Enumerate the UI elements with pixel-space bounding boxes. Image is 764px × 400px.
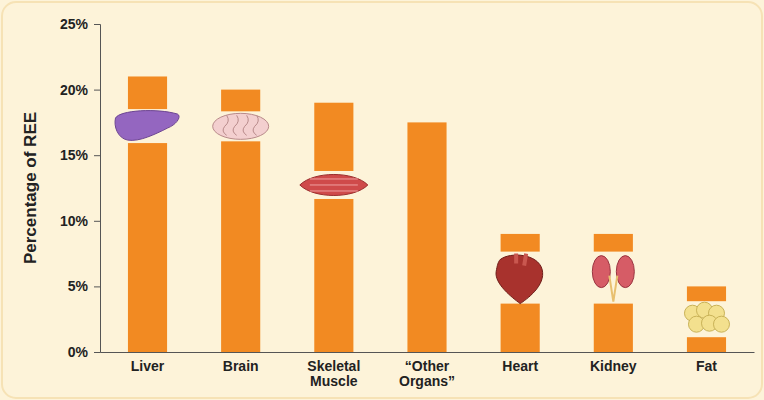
icon-fat: [684, 301, 729, 337]
icon-detail: [233, 115, 238, 135]
icon-shape: [592, 256, 610, 288]
icon-shape: [115, 111, 179, 141]
y-tick-label: 25%: [60, 16, 89, 32]
icon-liver: [115, 109, 179, 143]
icon-detail: [310, 184, 358, 185]
x-axis: Liver Brain SkeletalMuscle “OtherOrgans” Hea…: [101, 353, 755, 390]
y-tick: 25%: [60, 16, 100, 32]
x-tick-label: Brain: [223, 358, 259, 374]
x-tick-label: SkeletalMuscle: [307, 358, 360, 389]
x-tick: Liver: [131, 358, 165, 374]
x-tick-label: Kidney: [590, 358, 637, 374]
icon-shape: [300, 174, 368, 195]
y-tick-mark: [94, 352, 100, 353]
icon-shape: [713, 316, 729, 332]
x-tick: Brain: [223, 358, 259, 374]
icon-shape: [496, 255, 543, 304]
icon-shape: [213, 113, 269, 139]
icon-detail: [253, 115, 258, 135]
x-tick: Heart: [502, 358, 538, 374]
y-axis: 0% 5% 10% 15% 20% 25%: [60, 16, 101, 360]
y-tick-mark: [94, 286, 100, 287]
icon-brain: [213, 111, 269, 141]
icon-detail: [243, 115, 248, 135]
icon-detail: [223, 115, 228, 135]
x-tick: Fat: [696, 358, 717, 374]
background: [2, 2, 762, 398]
x-tick-label: Liver: [131, 358, 165, 374]
x-tick-label: Fat: [696, 358, 717, 374]
y-tick: 20%: [60, 82, 100, 98]
y-tick: 15%: [60, 147, 100, 163]
x-tick: “OtherOrgans”: [399, 358, 455, 389]
icon-muscle: [300, 171, 368, 199]
x-axis-line: [101, 352, 755, 353]
y-tick-label: 15%: [60, 147, 89, 163]
y-tick-label: 5%: [68, 278, 89, 294]
x-tick: Kidney: [590, 358, 637, 374]
y-tick-mark: [94, 221, 100, 222]
icon-gap: [593, 252, 634, 304]
y-tick: 5%: [68, 278, 100, 294]
bar: [407, 122, 446, 352]
chart: 0% 5% 10% 15% 20% 25% Liver Brain SkeletalMuscle…: [0, 0, 764, 400]
bar: [594, 234, 633, 352]
icons: [115, 109, 729, 337]
y-tick-label: 10%: [60, 213, 89, 229]
y-tick-label: 20%: [60, 82, 89, 98]
y-axis-line: [94, 25, 101, 353]
icon-shape: [616, 256, 634, 288]
icon-detail: [310, 178, 358, 179]
y-tick-mark: [94, 155, 100, 156]
x-tick-label: Heart: [502, 358, 538, 374]
icon-detail: [609, 276, 617, 302]
icon-kidney: [592, 252, 634, 304]
icon-detail: [516, 254, 526, 266]
x-tick: SkeletalMuscle: [307, 358, 360, 389]
y-tick-mark: [94, 90, 100, 91]
bars: [128, 76, 726, 352]
y-tick: 0%: [68, 344, 100, 360]
y-tick-mark: [94, 24, 100, 25]
y-axis-title: Percentage of REE: [21, 112, 40, 264]
y-tick: 10%: [60, 213, 100, 229]
plot: 0% 5% 10% 15% 20% 25% Liver Brain SkeletalMuscle…: [60, 16, 755, 389]
icon-detail: [310, 190, 358, 191]
y-tick-label: 0%: [68, 344, 89, 360]
x-tick-label: “OtherOrgans”: [399, 358, 455, 389]
icon-heart: [496, 252, 543, 304]
bar: [314, 103, 353, 352]
